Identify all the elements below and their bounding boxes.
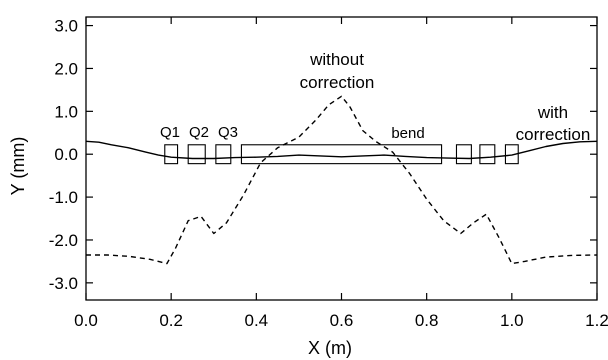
annotation-with-line1: with <box>537 103 568 122</box>
quadrupole-box <box>504 144 519 165</box>
annotation-without-line2: correction <box>300 73 375 92</box>
x-tick-label: 0.8 <box>415 311 439 330</box>
y-axis-label: Y (mm) <box>8 137 28 196</box>
series-line-with-correction <box>85 140 598 160</box>
x-tick-label: 1.0 <box>500 311 524 330</box>
y-axis-ticks: 3.0 2.0 1.0 0.0 -1.0 -2.0 -3.0 <box>49 17 597 293</box>
x-tick-label: 0.6 <box>330 311 354 330</box>
quadrupole-box <box>455 144 472 165</box>
x-axis-label: X (m) <box>308 338 352 358</box>
bend-magnet-box <box>240 144 443 165</box>
x-tick-label: 0.2 <box>159 311 183 330</box>
annotation-with-line2: correction <box>516 125 591 144</box>
y-tick-label: 0.0 <box>54 145 78 164</box>
label-bend: bend <box>391 125 424 142</box>
x-tick-label: 1.2 <box>585 311 608 330</box>
quadrupole-box <box>479 144 496 165</box>
label-q2: Q2 <box>189 124 209 141</box>
beamline-elements <box>164 144 519 165</box>
data-series <box>85 95 598 265</box>
x-tick-label: 0.4 <box>245 311 269 330</box>
quadrupole-box <box>187 144 206 165</box>
x-tick-label: 0.0 <box>74 311 98 330</box>
y-tick-label: 2.0 <box>54 59 78 78</box>
series-line-without-correction <box>86 95 598 265</box>
y-tick-label: 1.0 <box>54 102 78 121</box>
quadrupole-box <box>164 144 179 165</box>
y-tick-label: 3.0 <box>54 17 78 36</box>
y-tick-label: -1.0 <box>49 188 78 207</box>
y-tick-label: -2.0 <box>49 231 78 250</box>
quadrupole-box <box>215 144 232 165</box>
label-q3: Q3 <box>218 124 238 141</box>
y-tick-label: -3.0 <box>49 274 78 293</box>
x-axis-ticks: 0.0 0.2 0.4 0.6 0.8 1.0 1.2 <box>74 17 608 330</box>
annotation-without-line1: without <box>309 50 364 69</box>
label-q1: Q1 <box>160 124 180 141</box>
